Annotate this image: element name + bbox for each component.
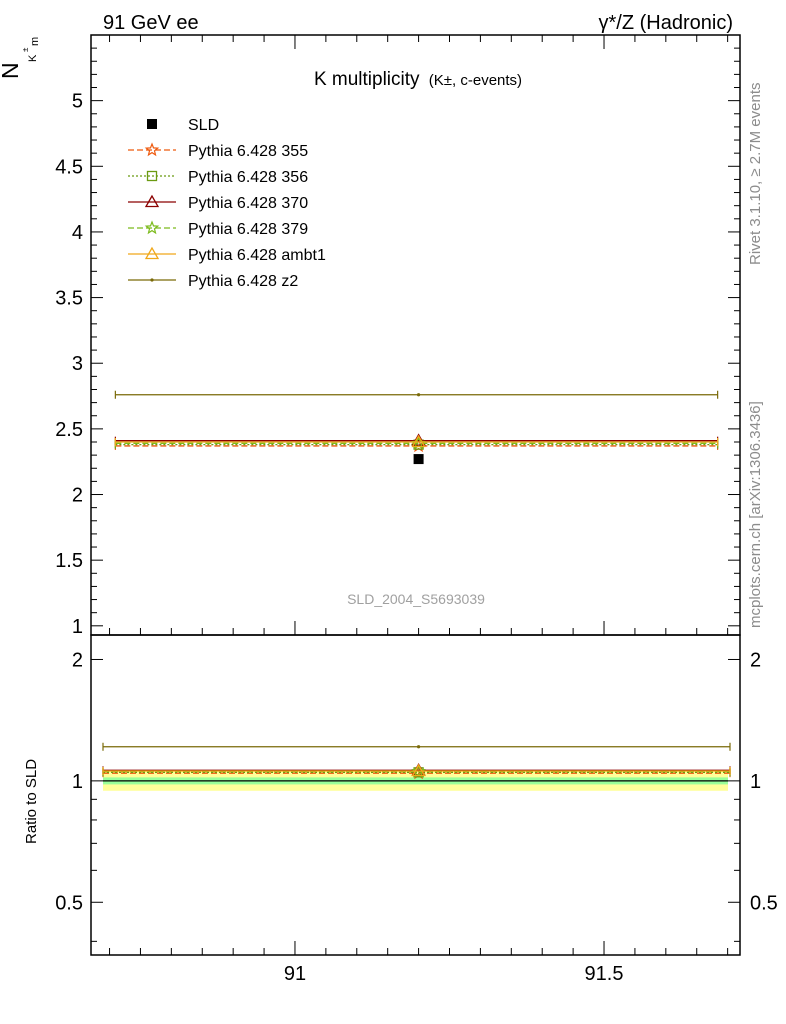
ratio-series-marker [411,763,426,778]
series-marker [416,393,421,397]
main-series-layer [114,390,719,465]
chart-title-detail: (K±, c-events) [429,72,522,89]
chart-title: K multiplicity (K±, c-events) [314,69,522,90]
ratio-axes: 0.5 0.5 1 1 2 2 91 91.5 [55,634,778,985]
ratio-frame [90,634,741,956]
ratio-ytick-label-left: 1 [72,771,83,793]
ratio-ytick-label-right: 0.5 [750,892,778,914]
header-left-label: 91 GeV ee [103,12,199,34]
main-ytick-label: 2 [72,485,83,507]
main-ylabel-sub: K [27,54,39,62]
series-marker [411,434,426,448]
ratio-series-marker [411,763,426,777]
main-ytick-label: 1 [72,616,83,638]
legend: SLD Pythia 6.428 355 Pythia 6.428 356 Pythi… [128,117,326,290]
ratio-series-layer [102,742,731,780]
ratio-ylabel: Ratio to SLD [23,759,40,844]
data-point-marker [413,454,424,465]
legend-marker [144,194,160,208]
main-panel: 1 1.5 2 2.5 3 3.5 4 4.5 5 K multiplicity (K±, c-… [55,34,741,638]
legend-label: Pythia 6.428 ambt1 [188,247,326,264]
ratio-xtick-label: 91 [284,963,306,985]
main-ylabel-sup: ± [21,47,30,52]
rivet-label: Rivet 3.1.10, ≥ 2.7M events [747,83,764,266]
legend-marker [144,220,160,235]
ratio-panel: 0.5 0.5 1 1 2 2 91 91.5 [55,634,778,985]
legend-marker [150,278,154,282]
main-ylabel-subsub: m [29,37,41,46]
ratio-ytick-label-right: 1 [750,771,761,793]
legend-marker [146,170,158,182]
legend-label: Pythia 6.428 356 [188,169,308,186]
ylabel-main-letter: N [0,62,23,79]
ratio-ytick-label-right: 2 [750,649,761,671]
main-ytick-label: 2.5 [55,419,83,441]
legend-label: Pythia 6.428 379 [188,221,308,238]
main-ylabel: N [0,62,23,79]
ratio-bands [103,771,728,791]
main-ytick-label: 1.5 [55,550,83,572]
chart-title-main: K multiplicity [314,69,420,90]
mcplots-label: mcplots.cern.ch [arXiv:1306.3436] [747,401,764,628]
main-ytick-label: 3.5 [55,288,83,310]
analysis-id-label: SLD_2004_S5693039 [347,591,485,607]
main-ytick-label: 4.5 [55,156,83,178]
legend-label: Pythia 6.428 355 [188,143,308,160]
main-ytick-label: 4 [72,222,83,244]
main-ylabel-text: N [0,62,23,79]
ratio-xtick-label: 91.5 [585,963,624,985]
legend-marker [147,119,157,129]
main-axes: 1 1.5 2 2.5 3 3.5 4 4.5 5 [55,34,741,638]
ratio-ytick-label-left: 2 [72,649,83,671]
legend-label: Pythia 6.428 370 [188,195,308,212]
header-right-label: γ*/Z (Hadronic) [599,12,733,34]
ratio-ytick-label-left: 0.5 [55,892,83,914]
ratio-series-marker [416,745,421,749]
legend-marker [144,142,160,157]
legend-marker [144,246,160,260]
legend-label: Pythia 6.428 z2 [188,273,298,290]
legend-label: SLD [188,117,219,134]
main-ytick-label: 5 [72,91,83,113]
main-ytick-label: 3 [72,353,83,375]
